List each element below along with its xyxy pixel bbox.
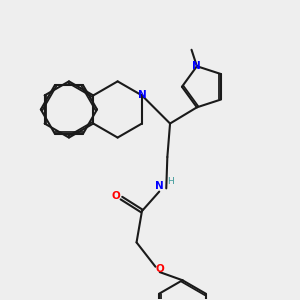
Text: N: N (155, 181, 164, 191)
Text: H: H (167, 177, 173, 186)
Text: O: O (112, 191, 120, 201)
Text: N: N (193, 61, 201, 71)
Text: N: N (138, 90, 146, 100)
Text: O: O (155, 264, 164, 274)
